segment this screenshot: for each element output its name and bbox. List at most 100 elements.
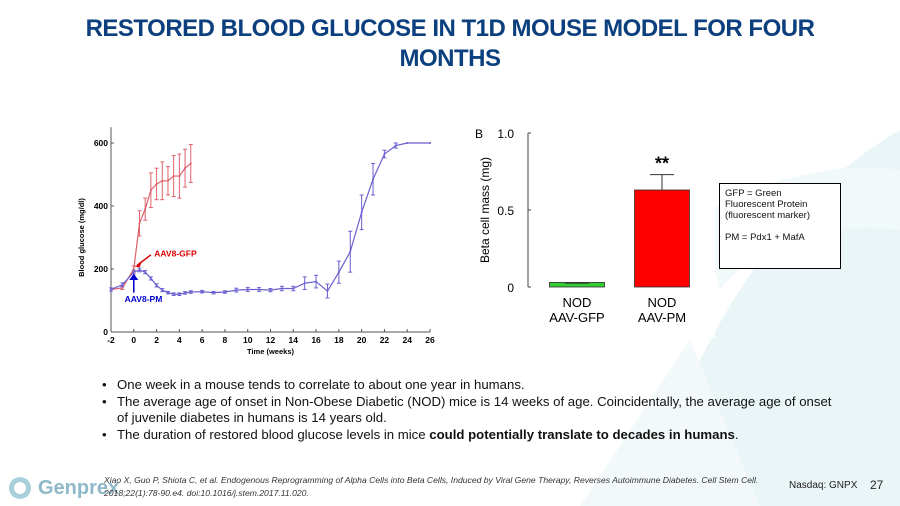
data-point-pm	[121, 283, 124, 286]
y-tick-label: 400	[94, 201, 108, 211]
panel-label: B	[475, 127, 483, 141]
data-point-pm	[383, 153, 386, 156]
data-point-pm	[138, 268, 141, 271]
data-point-gfp	[166, 179, 169, 182]
page-number: 27	[870, 478, 884, 492]
data-point-pm	[280, 287, 283, 290]
legend-line: Fluorescent Protein	[725, 199, 808, 210]
blood-glucose-line-chart: -2 0 2 4 6 8 10 12 14 16 18 20 22 24 260200400600Time …	[77, 127, 435, 356]
legend-line: GFP = Green	[725, 188, 782, 199]
data-point-pm	[223, 290, 226, 293]
abbreviation-legend-box: GFP = Green Fluorescent Protein (fluores…	[719, 183, 841, 269]
pm-arrowhead	[129, 273, 139, 281]
series-line-pm	[110, 142, 430, 295]
data-point-pm	[246, 288, 249, 291]
x-tick-label: 0	[131, 335, 136, 345]
data-point-pm	[315, 280, 318, 283]
category-label: AAV-GFP	[549, 310, 604, 325]
x-tick-label: -2	[107, 335, 115, 345]
data-point-pm	[337, 271, 340, 274]
x-tick-label: 2	[154, 335, 159, 345]
x-tick-label: 12	[266, 335, 276, 345]
data-point-gfp	[149, 189, 152, 192]
page-title: RESTORED BLOOD GLUCOSE IN T1D MOUSE MODE…	[85, 15, 815, 72]
y-tick-label: 0.5	[497, 204, 514, 218]
logo-text: Genprex	[38, 476, 120, 499]
y-tick-label: 200	[94, 264, 108, 274]
genprex-logo: Genprex	[8, 476, 119, 500]
data-point-gfp	[121, 286, 124, 289]
y-tick-label: 600	[94, 138, 108, 148]
bar	[549, 281, 605, 288]
data-point-pm	[166, 291, 169, 294]
data-point-pm	[161, 289, 164, 292]
y-tick-label: 1.0	[497, 127, 514, 141]
legend-line: (fluorescent marker)	[725, 210, 810, 221]
data-point-pm	[149, 277, 152, 280]
data-point-pm	[303, 282, 306, 285]
x-tick-label: 6	[200, 335, 205, 345]
y-tick-label: 0	[103, 327, 108, 337]
category-label: NOD	[648, 295, 677, 310]
data-point-pm	[349, 250, 352, 253]
data-point-pm	[110, 288, 112, 291]
data-point-pm	[235, 289, 238, 292]
bullet-item: The average age of onset in Non-Obese Di…	[100, 394, 840, 427]
annotation-aav8-pm: AAV8-PM	[125, 294, 163, 304]
bar	[634, 189, 690, 288]
data-point-pm	[212, 291, 215, 294]
data-point-pm	[172, 293, 175, 296]
bullet-item: One week in a mouse tends to correlate t…	[100, 377, 840, 394]
gfp-arrow	[136, 254, 152, 266]
data-point-gfp	[138, 222, 141, 225]
x-tick-label: 14	[289, 335, 299, 345]
bullet-text: The average age of onset in Non-Obese Di…	[117, 393, 832, 426]
data-point-pm	[326, 290, 329, 293]
data-point-gfp	[172, 175, 175, 178]
ticker: Nasdaq: GNPX	[789, 480, 858, 491]
x-tick-label: 16	[311, 335, 321, 345]
y-tick-label: 0	[507, 281, 514, 295]
data-point-pm	[178, 293, 181, 296]
x-tick-label: 18	[334, 335, 344, 345]
data-point-pm	[360, 211, 363, 214]
data-point-pm	[155, 284, 158, 287]
genprex-logo-icon	[9, 477, 31, 499]
x-tick-label: 4	[177, 335, 182, 345]
data-point-pm	[201, 290, 204, 293]
x-tick-label: 26	[425, 335, 435, 345]
y-axis-label: Beta cell mass (mg)	[478, 157, 492, 263]
significance-label: **	[655, 154, 669, 174]
data-point-pm	[269, 289, 272, 292]
x-tick-label: 8	[223, 335, 228, 345]
data-point-pm	[132, 271, 135, 274]
data-point-pm	[144, 271, 147, 274]
bullet-bold-text: could potentially translate to decades i…	[429, 426, 735, 442]
data-point-gfp	[189, 162, 192, 165]
data-point-gfp	[161, 179, 164, 182]
x-axis-label: Time (weeks)	[247, 347, 294, 356]
data-point-pm	[184, 291, 187, 294]
data-point-pm	[406, 142, 409, 144]
y-axis-label: Blood glucose (mg/dl)	[77, 198, 86, 277]
data-point-pm	[292, 287, 295, 290]
bullet-list: One week in a mouse tends to correlate t…	[100, 377, 840, 443]
data-point-gfp	[155, 182, 158, 185]
bullet-text: One week in a mouse tends to correlate t…	[117, 377, 525, 392]
data-point-gfp	[144, 208, 147, 211]
data-point-gfp	[184, 167, 187, 170]
category-label: AAV-PM	[638, 310, 686, 325]
x-tick-label: 10	[243, 335, 253, 345]
data-point-pm	[394, 144, 397, 147]
data-point-pm	[429, 142, 431, 144]
data-point-pm	[258, 288, 261, 291]
bullet-text: The duration of restored blood glucose l…	[117, 426, 430, 442]
bullet-text: .	[734, 426, 739, 442]
gfp-arrowhead	[134, 262, 142, 268]
bullet-item: The duration of restored blood glucose l…	[100, 427, 840, 444]
data-point-gfp	[132, 268, 135, 270]
category-label: NOD	[563, 295, 592, 310]
x-tick-label: 22	[380, 335, 390, 345]
x-tick-label: 24	[402, 335, 412, 345]
